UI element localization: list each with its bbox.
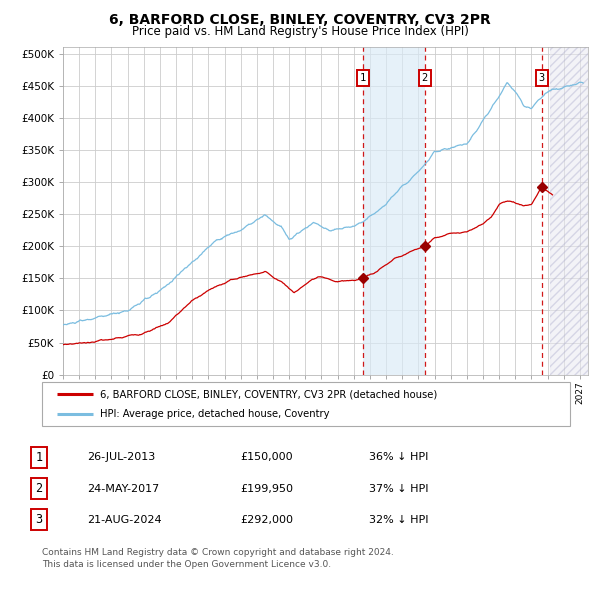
Text: 26-JUL-2013: 26-JUL-2013 [87, 453, 155, 462]
Text: £199,950: £199,950 [240, 484, 293, 493]
Text: 1: 1 [35, 451, 43, 464]
Text: 36% ↓ HPI: 36% ↓ HPI [369, 453, 428, 462]
Text: 2: 2 [35, 482, 43, 495]
Text: 3: 3 [35, 513, 43, 526]
Text: £150,000: £150,000 [240, 453, 293, 462]
Bar [550, 47, 588, 375]
Text: 24-MAY-2017: 24-MAY-2017 [87, 484, 159, 493]
Text: 32% ↓ HPI: 32% ↓ HPI [369, 515, 428, 525]
Text: Contains HM Land Registry data © Crown copyright and database right 2024.
This d: Contains HM Land Registry data © Crown c… [42, 548, 394, 569]
Bar [550, 47, 588, 375]
Text: 1: 1 [360, 73, 366, 83]
Text: HPI: Average price, detached house, Coventry: HPI: Average price, detached house, Cove… [100, 409, 330, 419]
Text: 3: 3 [539, 73, 545, 83]
Text: 37% ↓ HPI: 37% ↓ HPI [369, 484, 428, 493]
Text: 2: 2 [422, 73, 428, 83]
Bar [363, 47, 425, 375]
Text: £292,000: £292,000 [240, 515, 293, 525]
Text: Price paid vs. HM Land Registry's House Price Index (HPI): Price paid vs. HM Land Registry's House … [131, 25, 469, 38]
Text: 6, BARFORD CLOSE, BINLEY, COVENTRY, CV3 2PR (detached house): 6, BARFORD CLOSE, BINLEY, COVENTRY, CV3 … [100, 389, 437, 399]
Text: 6, BARFORD CLOSE, BINLEY, COVENTRY, CV3 2PR: 6, BARFORD CLOSE, BINLEY, COVENTRY, CV3 … [109, 13, 491, 27]
Text: 21-AUG-2024: 21-AUG-2024 [87, 515, 161, 525]
